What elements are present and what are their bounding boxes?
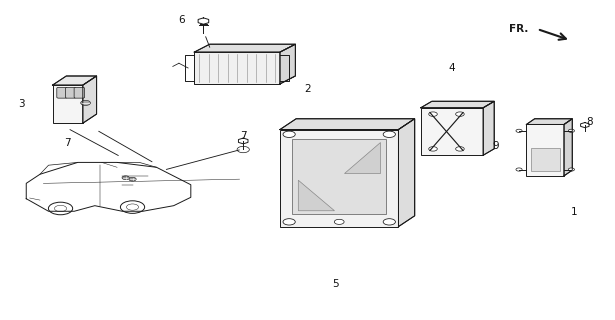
Polygon shape [280,119,415,130]
FancyBboxPatch shape [432,101,494,149]
Polygon shape [298,180,335,211]
Polygon shape [194,76,295,84]
Polygon shape [526,119,573,124]
Text: 5: 5 [331,279,338,289]
Text: 1: 1 [571,207,577,217]
Circle shape [456,112,464,116]
Circle shape [516,129,522,132]
FancyBboxPatch shape [74,87,84,98]
Circle shape [129,177,136,181]
FancyBboxPatch shape [65,87,76,98]
FancyBboxPatch shape [280,130,399,227]
Circle shape [383,131,395,138]
Circle shape [429,112,437,116]
Circle shape [568,168,574,171]
Circle shape [122,176,129,180]
Polygon shape [83,76,97,123]
FancyBboxPatch shape [292,139,386,214]
Polygon shape [399,119,415,227]
Polygon shape [52,76,97,85]
Polygon shape [344,142,380,173]
Polygon shape [564,119,573,176]
FancyBboxPatch shape [531,148,560,171]
Text: 3: 3 [18,100,25,109]
FancyBboxPatch shape [52,85,83,123]
Text: 9: 9 [493,141,499,151]
Circle shape [283,131,295,138]
FancyBboxPatch shape [194,52,280,84]
Circle shape [568,129,574,132]
Circle shape [456,147,464,151]
Polygon shape [194,44,295,52]
FancyBboxPatch shape [296,119,415,216]
Circle shape [283,219,295,225]
Text: 2: 2 [304,84,311,94]
Polygon shape [280,44,295,84]
Text: 7: 7 [64,138,71,148]
Text: 6: 6 [178,15,184,25]
FancyBboxPatch shape [421,108,483,155]
Circle shape [81,100,90,105]
FancyBboxPatch shape [534,119,573,170]
Circle shape [516,168,522,171]
Text: 4: 4 [448,63,454,73]
FancyBboxPatch shape [526,124,564,176]
Circle shape [429,147,437,151]
Text: FR.: FR. [509,24,528,34]
Text: 7: 7 [240,131,247,141]
Circle shape [335,219,344,224]
Polygon shape [483,101,494,155]
Polygon shape [421,101,494,108]
FancyBboxPatch shape [57,87,67,98]
Text: 8: 8 [586,117,592,127]
Circle shape [383,219,395,225]
